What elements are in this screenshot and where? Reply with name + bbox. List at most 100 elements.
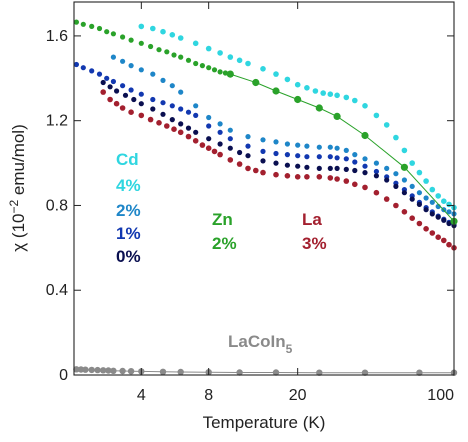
data-point-zn2 [148, 43, 154, 50]
data-point-cd1 [89, 68, 95, 74]
data-point-cd1 [128, 87, 134, 93]
data-point-la3 [156, 120, 162, 126]
data-point-la3 [260, 169, 266, 176]
data-point-zn2 [104, 29, 110, 35]
label-zn: Zn [212, 210, 233, 229]
data-point-zn2-high [294, 95, 302, 104]
data-point-cd4 [273, 71, 279, 77]
y-axis-title-prefix: χ (10 [9, 214, 28, 252]
data-point-zn2 [110, 31, 116, 37]
data-point-lacoin5 [88, 366, 95, 374]
data-point-lacoin5 [73, 366, 80, 373]
data-point-cd4 [416, 169, 423, 176]
data-point-cd4 [138, 23, 145, 30]
data-point-cd0 [169, 117, 175, 123]
data-point-cd0 [446, 220, 452, 227]
data-point-la3 [217, 151, 223, 158]
data-point-cd2 [227, 127, 233, 133]
data-point-la3 [128, 109, 134, 115]
data-point-cd0 [409, 196, 415, 202]
data-point-cd2 [193, 103, 199, 109]
data-point-cd4 [150, 25, 156, 32]
data-point-cd2 [160, 77, 166, 83]
data-point-cd2 [273, 139, 279, 145]
data-point-lacoin5 [100, 367, 107, 374]
data-point-cd2 [217, 121, 223, 127]
data-point-zn2 [171, 52, 177, 58]
data-point-cd2 [206, 114, 212, 121]
data-point-la3 [446, 241, 452, 248]
data-point-cd0 [284, 162, 290, 168]
data-point-la3 [138, 112, 145, 119]
data-point-cd1 [178, 106, 184, 112]
data-point-la3 [119, 105, 126, 111]
data-point-la3 [147, 116, 154, 123]
y-axis-title: χ (10−2 emu/mol) [7, 124, 28, 251]
data-point-cd0 [316, 165, 322, 171]
data-point-cd1 [73, 61, 79, 68]
data-point-lacoin5 [236, 369, 243, 376]
data-point-cd1 [150, 96, 156, 103]
data-point-cd4 [245, 60, 251, 67]
data-point-cd0 [327, 165, 333, 171]
data-point-cd1 [217, 129, 223, 135]
series-cd4 [138, 23, 457, 211]
data-point-cd0 [217, 141, 223, 147]
data-point-zn2 [211, 67, 218, 73]
data-point-cd0 [362, 170, 368, 176]
label-cd-2pct: 2% [116, 201, 141, 220]
data-point-cd2 [352, 152, 358, 158]
x-tick-label: 100 [427, 387, 454, 404]
data-point-la3 [304, 174, 310, 180]
data-point-cd0 [260, 158, 266, 164]
data-point-cd1 [227, 136, 233, 142]
data-point-la3 [429, 230, 436, 236]
data-point-cd0 [423, 207, 429, 213]
data-point-cd4 [429, 186, 436, 193]
data-point-cd1 [206, 123, 212, 129]
data-point-la3 [253, 167, 259, 174]
data-point-cd4 [362, 103, 368, 109]
y-tick-label: 1.6 [46, 28, 68, 45]
data-point-la3 [423, 226, 429, 232]
data-point-cd0 [237, 149, 243, 156]
data-point-cd2 [334, 145, 340, 151]
x-tick-label: 8 [204, 387, 213, 404]
label-lacoin5: LaCoIn5 [228, 332, 293, 356]
data-point-cd2 [128, 63, 134, 69]
data-point-cd2 [150, 71, 156, 77]
data-point-cd1 [245, 143, 251, 149]
data-point-cd0 [193, 129, 199, 135]
data-point-cd2 [401, 177, 407, 183]
data-point-zn2-high [226, 70, 234, 78]
data-point-zn2 [120, 34, 126, 40]
label-cd: Cd [116, 150, 139, 169]
data-point-cd2 [429, 199, 435, 205]
data-point-la3 [383, 196, 390, 202]
data-point-cd1 [316, 154, 322, 160]
data-point-cd2 [284, 141, 290, 147]
data-point-cd0 [343, 166, 349, 172]
y-axis-title-suffix: emu/mol) [9, 124, 28, 200]
label-cd-0pct: 0% [116, 247, 141, 266]
data-point-cd4 [441, 198, 447, 204]
data-point-cd4 [236, 57, 243, 64]
data-point-la3 [362, 184, 368, 191]
label-cd-4pct: 4% [116, 176, 141, 195]
data-point-zn2-high [315, 104, 323, 112]
data-point-cd4 [294, 81, 301, 88]
data-point-la3 [352, 181, 358, 188]
data-point-la3 [393, 202, 399, 209]
data-point-cd4 [177, 35, 184, 41]
series-la3 [100, 89, 457, 251]
data-point-cd0 [206, 136, 212, 142]
series-zn2 [73, 19, 233, 77]
data-point-zn2 [193, 60, 199, 67]
data-point-cd0 [384, 177, 390, 183]
series-zn2-high [226, 70, 458, 225]
data-point-lacoin5 [82, 366, 89, 373]
data-point-zn2 [73, 19, 79, 25]
data-point-cd0 [373, 173, 379, 179]
data-point-cd4 [423, 178, 429, 184]
data-point-cd0 [393, 183, 399, 189]
